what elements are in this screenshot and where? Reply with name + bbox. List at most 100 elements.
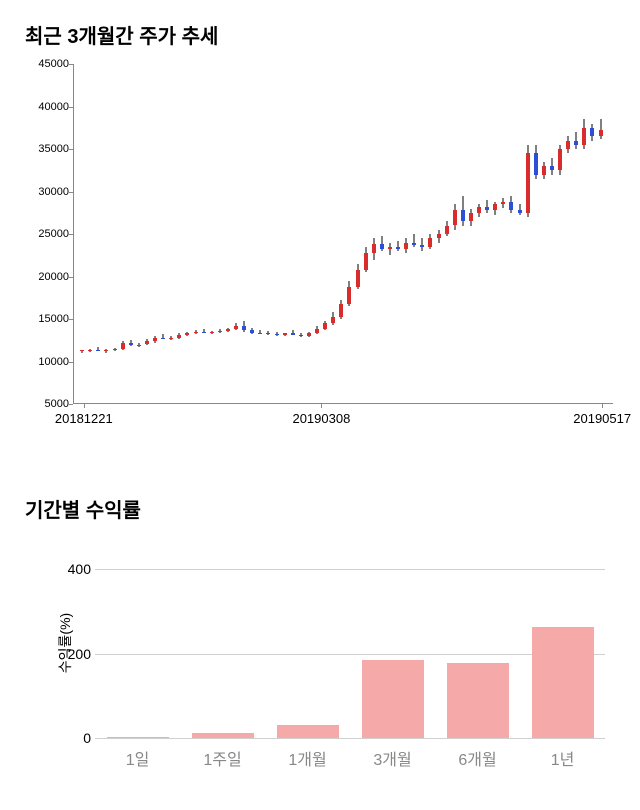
candle-body [283, 333, 287, 335]
candle [493, 64, 497, 404]
candle-body [356, 270, 360, 287]
bar-plot-area [95, 548, 605, 738]
bar [277, 725, 339, 739]
candle [218, 64, 222, 404]
candle-body [461, 210, 465, 221]
candle-body [250, 330, 254, 333]
candle-body [226, 329, 230, 331]
candle-chart-section: 최근 3개월간 주가 추세 50001000015000200002500030… [25, 20, 615, 444]
candle [590, 64, 594, 404]
candle [469, 64, 473, 404]
candle-body [445, 226, 449, 235]
candle [599, 64, 603, 404]
bar-xtick-label: 1일 [126, 746, 150, 770]
candle-body [315, 329, 319, 333]
candle [396, 64, 400, 404]
bar-xtick-label: 1년 [551, 746, 575, 770]
bar-gridline [95, 738, 605, 739]
bar [447, 663, 509, 738]
candle [113, 64, 117, 404]
candle [266, 64, 270, 404]
candle-ytick-label: 20000 [25, 271, 69, 283]
candle-body [169, 338, 173, 340]
candle-ytick-mark [69, 149, 73, 150]
candle-body [599, 130, 603, 136]
candle-body [501, 202, 505, 205]
bar-ytick-label: 0 [55, 730, 91, 746]
candle-xtick-label: 20181221 [55, 411, 113, 426]
candle-body [194, 332, 198, 334]
candle-body [185, 333, 189, 335]
candle [412, 64, 416, 404]
candle-body [437, 234, 441, 238]
candle [177, 64, 181, 404]
candle-body [485, 207, 489, 210]
candle [534, 64, 538, 404]
bar-xtick-label: 1개월 [288, 746, 326, 770]
candle [453, 64, 457, 404]
candle [145, 64, 149, 404]
candle-body [129, 343, 133, 346]
candle-body [372, 244, 376, 253]
candle [258, 64, 262, 404]
bar [107, 737, 169, 738]
candle-body [266, 333, 270, 334]
candle-ytick-label: 45000 [25, 58, 69, 70]
candle [185, 64, 189, 404]
candle-body [291, 333, 295, 335]
candle-body [323, 323, 327, 329]
candle-body [477, 207, 481, 213]
candle-body [234, 326, 238, 329]
candle-chart: 5000100001500020000250003000035000400004… [25, 64, 615, 444]
candle-body [96, 350, 100, 352]
candle-body [469, 213, 473, 222]
candle-body [137, 345, 141, 346]
candle-body [364, 253, 368, 270]
candle-body [380, 244, 384, 249]
candle-ytick-mark [69, 277, 73, 278]
candle-body [104, 350, 108, 351]
candle-body [428, 238, 432, 247]
candle-plot-area [73, 64, 613, 404]
candle-body [275, 334, 279, 335]
candle [88, 64, 92, 404]
candle-body [242, 326, 246, 330]
candle [526, 64, 530, 404]
candle-xtick-mark [602, 404, 603, 408]
candle [234, 64, 238, 404]
candle [582, 64, 586, 404]
candle-ytick-label: 30000 [25, 186, 69, 198]
candle [550, 64, 554, 404]
candle [558, 64, 562, 404]
candle [566, 64, 570, 404]
candle-body [210, 332, 214, 334]
candle [96, 64, 100, 404]
candle [275, 64, 279, 404]
candle-body [258, 333, 262, 334]
candle-ytick-mark [69, 107, 73, 108]
candle-body [218, 331, 222, 332]
candle-body [396, 247, 400, 250]
candle-ytick-label: 10000 [25, 356, 69, 368]
candle [404, 64, 408, 404]
candle [501, 64, 505, 404]
candle [121, 64, 125, 404]
candle-ytick-label: 25000 [25, 228, 69, 240]
candle-ytick-mark [69, 319, 73, 320]
candle-xtick-mark [84, 404, 85, 408]
candle-body [534, 153, 538, 174]
candle-ytick-label: 35000 [25, 143, 69, 155]
candle [339, 64, 343, 404]
candle-ytick-label: 15000 [25, 313, 69, 325]
candle-body [453, 210, 457, 225]
candle-body [121, 343, 125, 349]
candle-body [388, 247, 392, 250]
candle-body [88, 350, 92, 351]
candle [299, 64, 303, 404]
candle-body [307, 333, 311, 336]
bar-xtick-label: 3개월 [373, 746, 411, 770]
candle-body [558, 149, 562, 170]
candle-body [80, 350, 84, 351]
candle [161, 64, 165, 404]
bar-chart-ylabel: 수익률(%) [55, 613, 75, 673]
